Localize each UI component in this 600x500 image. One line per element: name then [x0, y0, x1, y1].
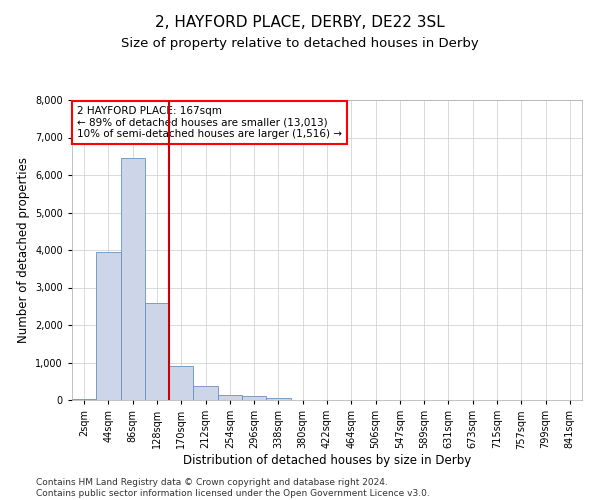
X-axis label: Distribution of detached houses by size in Derby: Distribution of detached houses by size …: [183, 454, 471, 467]
Text: Contains HM Land Registry data © Crown copyright and database right 2024.
Contai: Contains HM Land Registry data © Crown c…: [36, 478, 430, 498]
Bar: [242, 396, 266, 400]
Bar: [121, 158, 145, 400]
Bar: [193, 386, 218, 400]
Text: 2, HAYFORD PLACE, DERBY, DE22 3SL: 2, HAYFORD PLACE, DERBY, DE22 3SL: [155, 15, 445, 30]
Bar: [169, 366, 193, 400]
Bar: [266, 398, 290, 400]
Bar: [218, 395, 242, 400]
Y-axis label: Number of detached properties: Number of detached properties: [17, 157, 29, 343]
Bar: [72, 399, 96, 400]
Bar: [96, 252, 121, 400]
Text: 2 HAYFORD PLACE: 167sqm
← 89% of detached houses are smaller (13,013)
10% of sem: 2 HAYFORD PLACE: 167sqm ← 89% of detache…: [77, 106, 342, 139]
Text: Size of property relative to detached houses in Derby: Size of property relative to detached ho…: [121, 38, 479, 51]
Bar: [145, 302, 169, 400]
